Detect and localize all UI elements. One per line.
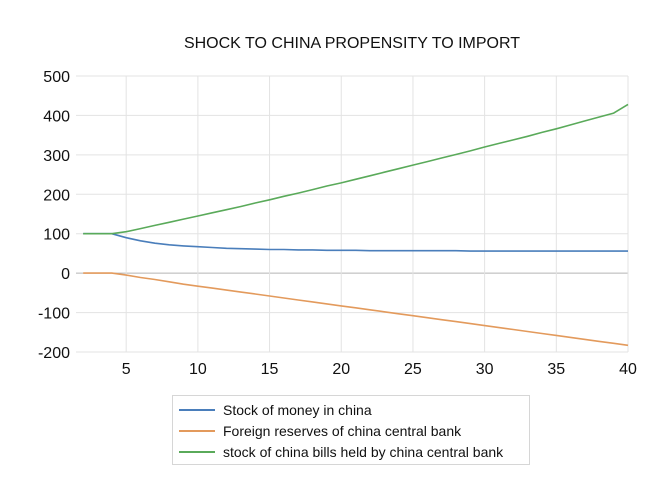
x-tick-label: 30 bbox=[476, 361, 494, 378]
x-tick-label: 20 bbox=[332, 361, 350, 378]
y-tick-label: 300 bbox=[43, 148, 70, 165]
x-tick-label: 10 bbox=[189, 361, 207, 378]
line-chart: SHOCK TO CHINA PROPENSITY TO IMPORT -200… bbox=[38, 35, 637, 378]
y-tick-label: 100 bbox=[43, 227, 70, 244]
x-axis-ticks: 5 10 15 20 25 30 35 40 bbox=[122, 361, 637, 378]
y-axis-ticks: -200 -100 0 100 200 300 400 500 bbox=[38, 69, 70, 362]
x-tick-label: 25 bbox=[404, 361, 422, 378]
series-line-2 bbox=[83, 103, 629, 235]
x-tick-label: 5 bbox=[122, 361, 131, 378]
legend-swatch-money bbox=[179, 409, 215, 411]
legend-item-bills: stock of china bills held by china centr… bbox=[179, 442, 503, 462]
series-line-0 bbox=[83, 232, 628, 252]
y-tick-label: 500 bbox=[43, 69, 70, 86]
series-line-1 bbox=[83, 272, 629, 347]
y-tick-label: -200 bbox=[38, 345, 70, 362]
y-tick-label: 200 bbox=[43, 187, 70, 204]
x-tick-label: 35 bbox=[547, 361, 565, 378]
y-tick-label: 0 bbox=[61, 266, 70, 283]
y-tick-label: -100 bbox=[38, 306, 70, 323]
grid-lines bbox=[76, 75, 629, 353]
legend-label-money: Stock of money in china bbox=[223, 402, 372, 418]
legend-label-reserves: Foreign reserves of china central bank bbox=[223, 423, 462, 439]
x-tick-label: 40 bbox=[619, 361, 637, 378]
legend-swatch-reserves bbox=[179, 430, 215, 432]
legend-label-bills: stock of china bills held by china centr… bbox=[223, 444, 504, 460]
series-lines bbox=[83, 103, 629, 347]
legend-item-money: Stock of money in china bbox=[179, 400, 372, 420]
y-tick-label: 400 bbox=[43, 108, 70, 125]
legend-swatch-bills bbox=[179, 451, 215, 453]
x-tick-label: 15 bbox=[261, 361, 279, 378]
legend: Stock of money in china Foreign reserves… bbox=[172, 395, 530, 465]
legend-item-reserves: Foreign reserves of china central bank bbox=[179, 421, 461, 441]
chart-title: SHOCK TO CHINA PROPENSITY TO IMPORT bbox=[184, 35, 520, 52]
